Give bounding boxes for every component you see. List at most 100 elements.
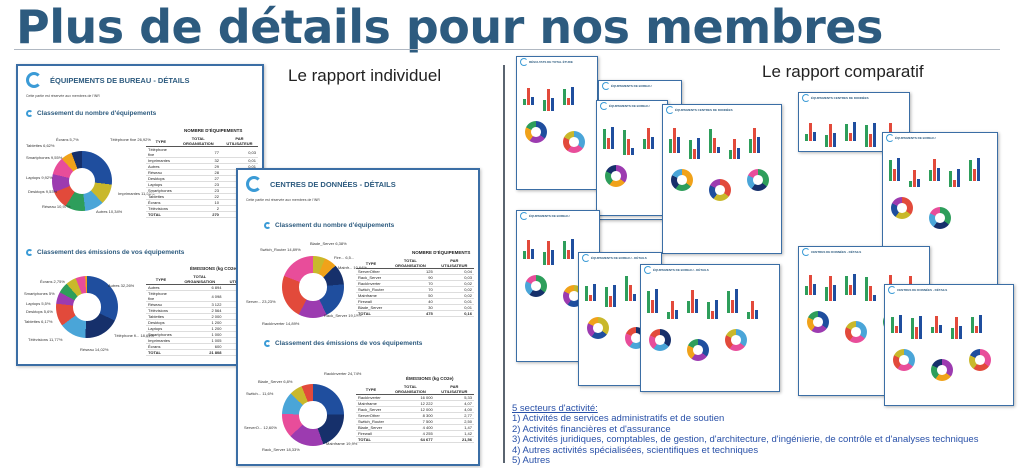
table-cell: Desktops xyxy=(146,319,176,326)
thumbnail-bar xyxy=(633,294,636,301)
pie-label: Autres 32,26% xyxy=(108,283,135,288)
pie-label: Smartphones 5% xyxy=(24,291,55,296)
table-cell: 10 xyxy=(175,199,221,206)
thumbnail-title: ÉQUIPEMENTS DE BUREAU xyxy=(517,211,599,220)
col-header: TOTAL ORGANISATION xyxy=(176,274,224,285)
table-row: Blade_Server 4 400 1,47 xyxy=(356,424,474,431)
thumbnail-bar xyxy=(527,240,530,259)
pie-label: Autres 10,34% xyxy=(96,209,123,214)
col-header: PAR UTILISATEUR xyxy=(220,136,258,147)
doc-note: Cette partie est réservée aux membres de… xyxy=(26,94,100,98)
table-row: RackInverter 70 0,02 xyxy=(356,280,474,287)
table-cell: 40 xyxy=(386,298,435,305)
table-cell: 21 808 xyxy=(176,349,224,356)
thumbnail-bar xyxy=(603,129,606,149)
thumbnail-donut xyxy=(725,329,747,351)
thumbnail-donut xyxy=(587,317,609,339)
thumbnail-chart xyxy=(689,131,700,159)
table-cell: Imprimantes xyxy=(146,337,176,344)
thumbnail-bar xyxy=(753,128,756,153)
table-caption: NOMBRE D'ÉQUIPEMENTS xyxy=(412,250,471,255)
doc-header: CENTRES DE DONNÉES - DÉTAILS xyxy=(238,170,478,198)
table-cell: Firewall xyxy=(356,298,387,305)
thumbnail-bar xyxy=(527,88,530,105)
thumbnail-bar xyxy=(911,318,914,339)
thumbnail-chart xyxy=(523,77,534,105)
sector-item: 3) Activités juridiques, comptables, de … xyxy=(512,434,979,446)
thumbnail-title: ÉQUIPEMENTS DE BUREAU xyxy=(599,81,681,90)
thumbnail-chart xyxy=(909,159,920,187)
sector-item: 4) Autres activités spécialisées, scient… xyxy=(512,444,759,456)
section-icon xyxy=(26,110,33,117)
table-cell: 23 xyxy=(175,181,221,188)
thumbnail-bar xyxy=(531,97,534,105)
thumbnail-bar xyxy=(971,317,974,333)
thumbnail-bar xyxy=(547,89,550,111)
thumbnail-bar xyxy=(969,160,972,181)
table-cell: 2 000 xyxy=(176,313,224,320)
table-cell: 2 564 xyxy=(176,307,224,314)
table-cell: 0,03 xyxy=(220,146,258,158)
thumbnail-bar xyxy=(809,275,812,295)
thumbnail-bar xyxy=(593,284,596,301)
emissions-donut xyxy=(56,276,118,338)
thumbnail-bar xyxy=(829,276,832,301)
thumbnail-bar xyxy=(933,159,936,181)
table-cell: Tablettes xyxy=(146,193,176,200)
table-cell: 1 000 xyxy=(176,331,224,338)
thumbnail-bar xyxy=(691,290,694,313)
thumbnail-donut xyxy=(525,275,547,297)
table-cell: 7 500 xyxy=(386,418,435,425)
thumbnail-bar xyxy=(625,276,628,301)
pie-label: Réseau 10,97% xyxy=(42,204,71,209)
thumbnail-bar xyxy=(757,137,760,153)
table-cell: 1,47 xyxy=(434,424,474,431)
emissions-table: TYPE TOTAL ORGANISATION PAR UTILISATEUR … xyxy=(356,384,474,443)
thumbnail-bar xyxy=(979,315,982,333)
table-cell: Rack_Server xyxy=(356,406,387,413)
thumbnail-bar xyxy=(977,158,980,181)
table-cell: ServerOther xyxy=(356,412,387,419)
thumbnail-donut xyxy=(893,349,915,371)
thumbnail-bar xyxy=(913,170,916,187)
table-cell: 2,50 xyxy=(434,418,474,425)
thumbnail-bar xyxy=(611,127,614,149)
sectors-title: 5 secteurs d'activité: xyxy=(512,403,598,414)
thumbnail-donut xyxy=(709,179,731,201)
thumbnail-bar xyxy=(563,89,566,105)
section-count-title: Classement du nombre d'équipements xyxy=(275,222,395,229)
thumbnail-title: ÉQUIPEMENTS DE BUREAU xyxy=(597,101,667,110)
table-cell: 32 xyxy=(175,157,221,164)
thumbnail-chart xyxy=(805,267,816,295)
pie-label: Laptops 9,92% xyxy=(26,175,53,180)
table-cell: Mainframe xyxy=(356,292,387,299)
thumbnail-chart xyxy=(523,231,534,259)
thumbnail-bar xyxy=(631,148,634,155)
thumbnail-bar xyxy=(809,123,812,141)
thumbnail-bar xyxy=(543,252,546,265)
table-cell: Imprimantes xyxy=(146,157,176,164)
table-cell: 22 xyxy=(175,193,221,200)
thumbnail-chart xyxy=(971,305,982,333)
thumbnail-bar xyxy=(825,287,828,301)
table-cell: 4 098 xyxy=(176,290,224,302)
table-cell: Télévisions xyxy=(146,307,176,314)
thumbnail-bar xyxy=(531,249,534,259)
thumbnail-bar xyxy=(849,133,852,141)
table-cell: 64 677 xyxy=(386,436,435,443)
thumbnail-title: ÉQUIPEMENTS DE BUREAU - DÉTAILS xyxy=(579,253,661,262)
thumbnail-bar xyxy=(697,138,700,159)
thumbnail-bar xyxy=(813,284,816,295)
thumbnail-bar xyxy=(613,285,616,307)
col-header: TOTAL ORGANISATION xyxy=(175,136,221,147)
table-row: ServerOther 125 0,04 xyxy=(356,268,474,275)
table-cell: 0,04 xyxy=(434,268,474,275)
pie-label: Tablettes 6,17% xyxy=(24,319,53,324)
thumbnail-chart xyxy=(625,273,636,301)
thumbnail-bar xyxy=(891,317,894,333)
thumbnail-bar xyxy=(551,250,554,265)
thumbnail-bar xyxy=(671,301,674,319)
thumbnail-bar xyxy=(751,301,754,319)
thumbnail-bar xyxy=(585,286,588,301)
thumbnail-bar xyxy=(711,311,714,319)
